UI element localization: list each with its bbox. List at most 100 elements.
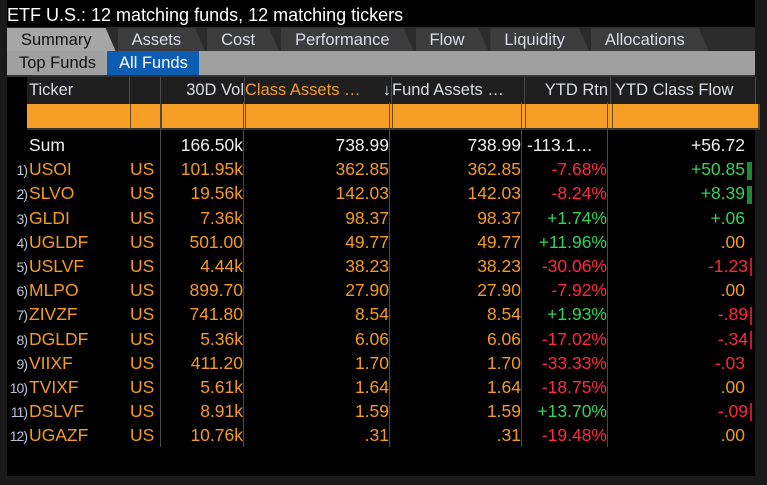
table-row[interactable]: 5) USLVF US 4.44k 38.23 38.23 -30.06% -1.… [7,254,755,278]
subtab-bar: Top Funds All Funds [7,51,755,75]
column-header-class-assets-label: Class Assets … [245,81,361,99]
ticker-cell[interactable]: 3) GLDI [7,206,130,230]
ticker-cell[interactable]: 5) USLVF [7,254,130,278]
ticker-cell[interactable]: 1) USOI [7,157,130,181]
filter-ticker[interactable] [27,104,131,130]
filter-ytd-class-flow[interactable] [613,104,759,130]
ticker-symbol: GLDI [29,207,70,228]
ticker-symbol: UGAZF [29,425,89,446]
ytd-class-flow-value: -1.23 [708,255,748,276]
ytd-class-flow-value: .00 [720,376,745,397]
filter-fund-assets[interactable] [393,104,526,130]
row-number: 4) [16,234,28,251]
table-row[interactable]: 12) UGAZF US 10.76k .31 .31 -19.48% .00 [7,423,755,447]
ytd-rtn-cell: +1.74% [547,207,607,228]
ytd-class-flow-cell: +8.39 [607,181,752,205]
flow-bar-indicator [747,210,752,228]
table-row[interactable]: 7) ZIVZF US 741.80 8.54 8.54 +1.93% -.89 [7,302,755,326]
filter-overflow[interactable] [759,104,760,130]
column-divider [607,102,608,448]
country-cell: US [130,231,155,252]
30d-vol-cell: 5.61k [200,376,243,397]
ticker-cell[interactable]: 7) ZIVZF [7,302,130,326]
sum-ytd-class-flow: +56.72 [690,135,745,155]
column-divider [521,102,522,448]
ticker-symbol: VIIXF [29,352,73,373]
table-body: 1) USOI US 101.95k 362.85 362.85 -7.68% +… [7,157,755,447]
ticker-symbol: ZIVZF [29,304,78,325]
ticker-cell[interactable]: 6) MLPO [7,278,130,302]
ticker-symbol: DGLDF [29,328,89,349]
flow-bar-indicator [747,234,752,252]
ytd-rtn-cell: +13.70% [537,401,607,422]
filter-class-assets[interactable] [246,104,393,130]
column-divider [243,102,244,448]
column-header-country[interactable] [130,77,161,104]
column-header-fund-assets[interactable]: Fund Assets … [392,77,525,104]
column-divider [160,102,161,448]
row-number: 9) [16,355,28,372]
ytd-class-flow-value: -.89 [717,304,748,325]
tab-assets[interactable]: Assets [118,28,206,51]
tab-performance[interactable]: Performance [281,28,413,51]
ytd-class-flow-value: .00 [720,425,745,446]
filter-ytd-rtn[interactable] [526,104,613,130]
fund-assets-cell: 8.54 [486,304,521,325]
ticker-cell[interactable]: 12) UGAZF [7,423,130,447]
table-row[interactable]: 8) DGLDF US 5.36k 6.06 6.06 -17.02% -.34 [7,327,755,351]
ticker-symbol: MLPO [29,280,79,301]
row-number: 2) [16,186,28,203]
ticker-cell[interactable]: 10) TVIXF [7,375,130,399]
fund-assets-cell: 1.64 [486,376,521,397]
sum-class-assets: 738.99 [335,135,389,155]
ytd-rtn-cell: +1.93% [547,304,607,325]
fund-assets-cell: 142.03 [467,183,521,204]
ytd-class-flow-cell: -.89 [607,302,752,326]
country-cell: US [130,159,155,180]
table-row[interactable]: 4) UGLDF US 501.00 49.77 49.77 +11.96% .0… [7,230,755,254]
column-header-class-assets[interactable]: Class Assets … ↓ [245,77,392,104]
ytd-class-flow-cell: -.34 [607,327,752,351]
tab-allocations[interactable]: Allocations [591,28,709,51]
ytd-class-flow-cell: .00 [607,278,752,302]
subtab-top-funds[interactable]: Top Funds [19,54,97,72]
tab-flow[interactable]: Flow [416,28,489,51]
30d-vol-cell: 4.44k [200,255,243,276]
30d-vol-cell: 411.20 [190,352,243,373]
fund-assets-cell: 27.90 [477,280,521,301]
table-row[interactable]: 6) MLPO US 899.70 27.90 27.90 -7.92% .00 [7,278,755,302]
tab-cost[interactable]: Cost [207,28,279,51]
ytd-class-flow-value: -.34 [717,328,748,349]
ticker-cell[interactable]: 9) VIIXF [7,351,130,375]
table-row[interactable]: 9) VIIXF US 411.20 1.70 1.70 -33.33% -.03 [7,351,755,375]
table-row[interactable]: 10) TVIXF US 5.61k 1.64 1.64 -18.75% .00 [7,375,755,399]
flow-bar-indicator [747,379,752,397]
country-cell: US [130,352,155,373]
column-header-ytd-rtn[interactable]: YTD Rtn [525,77,611,104]
class-assets-cell: .31 [364,425,389,446]
table-row[interactable]: 11) DSLVF US 8.91k 1.59 1.59 +13.70% -.09 [7,399,755,423]
ticker-cell[interactable]: 4) UGLDF [7,230,130,254]
filter-30d-vol[interactable] [162,104,246,130]
filter-country[interactable] [131,104,162,130]
tab-liquidity[interactable]: Liquidity [490,28,589,51]
table-row[interactable]: 2) SLVO US 19.56k 142.03 142.03 -8.24% +8… [7,181,755,205]
table-row[interactable]: 3) GLDI US 7.36k 98.37 98.37 +1.74% +.06 [7,206,755,230]
row-number: 1) [16,162,28,179]
country-cell: US [130,183,155,204]
subtab-all-funds[interactable]: All Funds [107,51,199,75]
column-header-ytd-class-flow[interactable]: YTD Class Flow [611,77,756,104]
table-row[interactable]: 1) USOI US 101.95k 362.85 362.85 -7.68% +… [7,157,755,181]
column-header-30d-vol[interactable]: 30D Vol [161,77,245,104]
30d-vol-cell: 101.95k [180,159,243,180]
30d-vol-cell: 19.56k [190,183,243,204]
row-number: 5) [16,258,28,275]
column-header-ticker[interactable]: Ticker [27,77,130,104]
tab-summary[interactable]: Summary [7,28,116,51]
ticker-cell[interactable]: 8) DGLDF [7,327,130,351]
fund-assets-cell: 49.77 [477,231,521,252]
ytd-class-flow-cell: .00 [607,375,752,399]
ticker-cell[interactable]: 2) SLVO [7,181,130,205]
ticker-cell[interactable]: 11) DSLVF [7,399,130,423]
country-cell: US [130,304,155,325]
